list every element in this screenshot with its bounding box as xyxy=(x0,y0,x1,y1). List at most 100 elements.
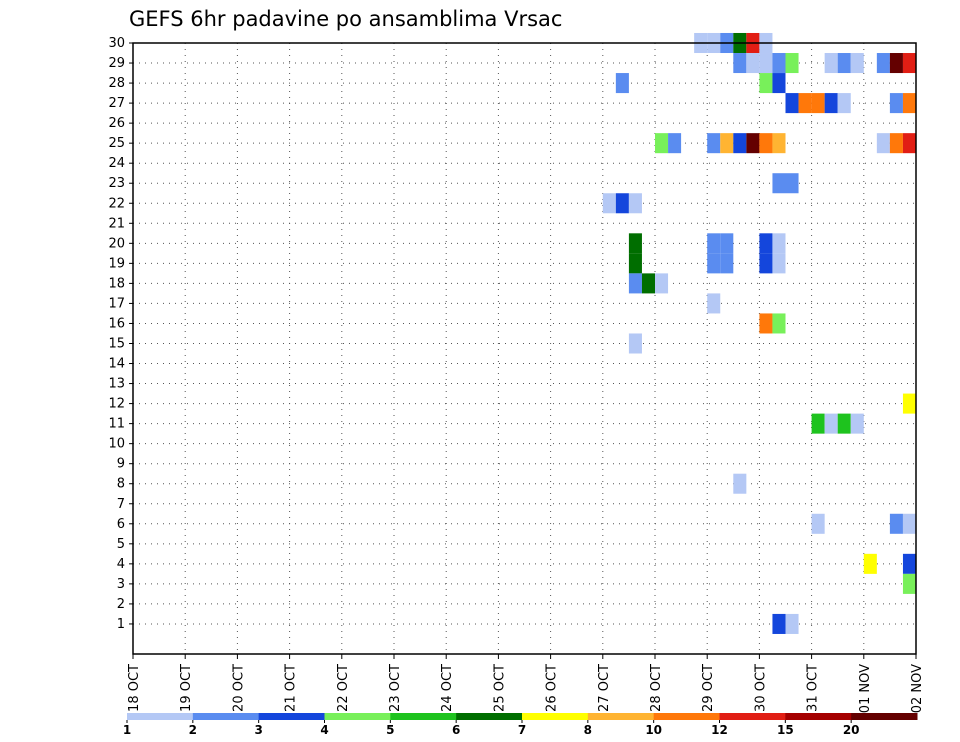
data-cell xyxy=(902,53,916,74)
x-tick-label: 01 NOV xyxy=(858,664,873,713)
x-tick-label: 02 NOV xyxy=(910,664,925,713)
colorbar-label: 6 xyxy=(452,723,460,737)
y-tick-label: 23 xyxy=(108,176,125,191)
data-cell xyxy=(902,553,916,574)
y-tick-label: 16 xyxy=(108,316,125,331)
data-cell xyxy=(772,53,786,74)
colorbar-swatch xyxy=(587,713,655,720)
data-cell xyxy=(615,193,629,214)
x-tick-label: 28 OCT xyxy=(649,664,664,712)
colorbar-swatch xyxy=(785,713,852,720)
x-tick-label: 29 OCT xyxy=(701,664,716,712)
y-tick-label: 14 xyxy=(108,357,125,372)
data-cell xyxy=(876,53,890,74)
data-cell xyxy=(889,93,903,114)
data-cell xyxy=(785,93,799,114)
colorbar-label: 12 xyxy=(711,723,728,737)
grid xyxy=(133,42,917,654)
data-cell xyxy=(707,293,721,314)
data-cell xyxy=(720,253,734,274)
colorbar: 1 2 3 4 5 6 7 8 10 12 15 20 xyxy=(123,713,918,737)
chart-title: GEFS 6hr padavine po ansamblima Vrsac xyxy=(129,7,562,31)
data-cell xyxy=(902,133,916,154)
colorbar-label: 1 xyxy=(123,723,131,737)
data-cell xyxy=(889,53,903,74)
y-tick-label: 8 xyxy=(117,477,125,492)
y-tick-label: 27 xyxy=(108,96,125,111)
colorbar-label: 2 xyxy=(189,723,197,737)
y-tick-label: 7 xyxy=(117,497,125,512)
data-cell xyxy=(707,253,721,274)
y-tick-label: 28 xyxy=(108,76,125,91)
y-tick-label: 25 xyxy=(108,136,125,151)
y-tick-label: 17 xyxy=(108,296,125,311)
data-cell xyxy=(811,413,825,434)
colorbar-swatch xyxy=(127,713,194,720)
y-tick-label: 12 xyxy=(108,397,125,412)
y-tick-label: 29 xyxy=(108,56,125,71)
colorbar-label: 4 xyxy=(320,723,328,737)
data-cell xyxy=(733,133,747,154)
data-cell xyxy=(720,133,734,154)
data-cell xyxy=(655,273,669,294)
data-cell xyxy=(707,133,721,154)
y-tick-label: 15 xyxy=(108,336,125,351)
data-cell xyxy=(759,133,773,154)
x-tick-label: 22 OCT xyxy=(336,664,351,712)
colorbar-swatch xyxy=(456,713,523,720)
y-tick-label: 9 xyxy=(117,457,125,472)
data-cell xyxy=(628,233,642,254)
data-cell xyxy=(772,613,786,634)
data-cell xyxy=(785,53,799,74)
data-cell xyxy=(668,133,682,154)
colorbar-label: 7 xyxy=(518,723,526,737)
data-cell xyxy=(628,333,642,354)
data-cell xyxy=(772,173,786,194)
colorbar-swatch xyxy=(522,713,589,720)
data-cell xyxy=(785,173,799,194)
colorbar-label: 3 xyxy=(254,723,262,737)
data-cell xyxy=(889,133,903,154)
data-cell xyxy=(824,93,838,114)
x-tick-label: 19 OCT xyxy=(179,664,194,712)
data-cell xyxy=(733,473,747,494)
plot-frame xyxy=(132,42,917,655)
data-cell xyxy=(889,513,903,534)
y-tick-label: 21 xyxy=(108,216,125,231)
data-cell xyxy=(824,413,838,434)
y-tick-label: 13 xyxy=(108,377,125,392)
colorbar-label: 8 xyxy=(584,723,592,737)
data-cell xyxy=(628,193,642,214)
data-cell xyxy=(772,233,786,254)
y-tick-label: 5 xyxy=(117,537,125,552)
data-cell xyxy=(759,253,773,274)
colorbar-label: 10 xyxy=(645,723,662,737)
x-tick-label: 23 OCT xyxy=(388,664,403,712)
y-tick-label: 20 xyxy=(108,236,125,251)
data-cell xyxy=(772,133,786,154)
colorbar-swatch xyxy=(653,713,720,720)
colorbar-swatch xyxy=(390,713,457,720)
data-cells xyxy=(602,32,916,634)
data-cell xyxy=(720,233,734,254)
data-cell xyxy=(798,93,812,114)
data-cell xyxy=(628,253,642,274)
data-cell xyxy=(602,193,616,214)
y-tick-label: 11 xyxy=(108,417,125,432)
data-cell xyxy=(824,53,838,74)
data-cell xyxy=(772,253,786,274)
colorbar-label: 20 xyxy=(843,723,860,737)
y-tick-label: 2 xyxy=(117,597,125,612)
colorbar-swatch xyxy=(324,713,391,720)
y-tick-label: 6 xyxy=(117,517,125,532)
data-cell xyxy=(746,133,760,154)
x-tick-label: 24 OCT xyxy=(440,664,455,712)
x-axis: 18 OCT 19 OCT 20 OCT 21 OCT 22 OCT 23 OCT 24 O… xyxy=(127,654,925,713)
x-tick-label: 31 OCT xyxy=(806,664,821,712)
data-cell xyxy=(772,313,786,334)
y-tick-label: 30 xyxy=(108,36,125,51)
data-cell xyxy=(811,93,825,114)
data-cell xyxy=(628,273,642,294)
data-cell xyxy=(902,573,916,594)
